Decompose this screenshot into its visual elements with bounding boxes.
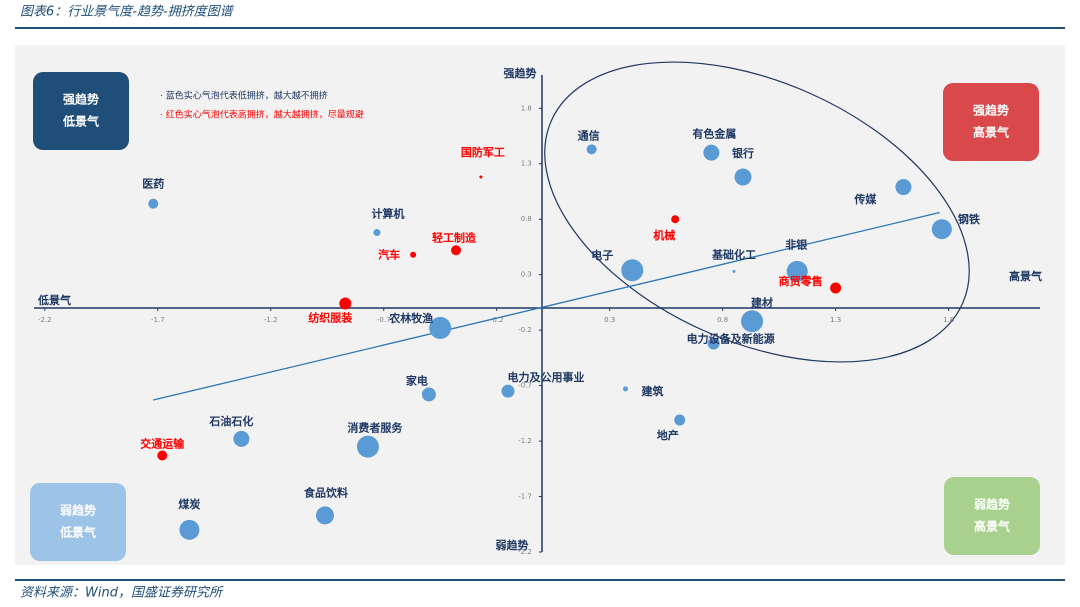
x-tick-label: 0.8 (717, 316, 728, 324)
bubble (734, 168, 752, 186)
bubble-label: 银行 (732, 146, 754, 160)
bubble-label: 传媒 (853, 192, 877, 206)
bubble (895, 179, 912, 196)
y-tick-label: 0.3 (521, 271, 532, 279)
bubble (339, 297, 352, 310)
bubble (623, 386, 629, 392)
y-tick-label: 1.8 (521, 104, 532, 112)
bubble (179, 519, 200, 540)
quadrant-box (33, 72, 129, 150)
bubble (931, 219, 952, 240)
y-tick-label: -0.7 (518, 382, 532, 390)
bubble (621, 259, 644, 282)
bubble-label: 煤炭 (178, 497, 200, 511)
quadrants (30, 72, 1040, 561)
note: · 蓝色实心气泡代表低拥挤，越大越不拥挤 (160, 90, 328, 102)
bubble (732, 269, 736, 273)
bubble-label: 食品饮料 (304, 485, 348, 499)
x-tick-label: -2.2 (38, 316, 52, 324)
quadrant-label: 高景气 (973, 125, 1009, 140)
bubble-label: 轻工制造 (432, 230, 477, 244)
y-tick-label: -0.2 (518, 326, 532, 334)
bubble (830, 282, 842, 294)
bubble (148, 198, 159, 209)
bubble-label: 消费者服务 (347, 421, 403, 435)
axis-label: 低景气 (37, 293, 71, 307)
bubble-label: 国防军工 (461, 145, 505, 159)
bubble-label: 计算机 (371, 207, 404, 221)
bubble-label: 石油石化 (208, 414, 253, 428)
bubble-label: 基础化工 (711, 247, 756, 261)
bubble (373, 229, 381, 237)
axis-label: 强趋势 (504, 66, 537, 80)
bubble-label: 电力设备及新能源 (687, 331, 775, 345)
x-tick-label: 0.3 (604, 316, 615, 324)
footer: 资料来源：Wind，国盛证券研究所 (20, 585, 224, 601)
x-tick-label: 1.3 (830, 316, 841, 324)
bubble-label: 汽车 (378, 248, 400, 262)
bubble-label: 地产 (657, 428, 679, 442)
bubble-label: 电力及公用事业 (508, 370, 585, 384)
bubble-label: 交通运输 (140, 436, 185, 450)
quadrant-label: 弱趋势 (60, 503, 96, 518)
axis-label: 高景气 (1009, 269, 1042, 283)
y-tick-label: 1.3 (521, 160, 532, 168)
bubble (501, 384, 515, 398)
note: · 红色实心气泡代表高拥挤，越大越拥挤，尽量规避 (160, 109, 364, 121)
bubble (703, 144, 720, 161)
x-tick-label: -0.2 (490, 316, 504, 324)
header: 图表6：行业景气度-趋势-拥挤度图谱 (20, 5, 235, 20)
quadrant-box (943, 83, 1039, 161)
y-tick-label: -1.7 (518, 493, 532, 501)
quadrant-box (944, 477, 1040, 555)
bubble (421, 387, 436, 402)
x-tick-label: -1.7 (151, 316, 165, 324)
y-tick-label: -1.2 (518, 437, 532, 445)
bubble-label: 机械 (653, 228, 675, 242)
bubble-label: 通信 (578, 128, 600, 142)
bubble (671, 215, 680, 224)
quadrant-label: 低景气 (62, 114, 99, 129)
bubble (741, 310, 764, 333)
quadrant-box (30, 483, 126, 561)
bubble (786, 260, 808, 282)
bubble (479, 175, 483, 179)
x-tick-label: -0.7 (377, 316, 391, 324)
y-tick-label: -2.2 (518, 548, 532, 556)
x-tick-label: 1.8 (943, 316, 954, 324)
x-tick-label: -1.2 (264, 316, 278, 324)
quadrant-label: 低景气 (59, 525, 96, 540)
axis-label: 弱趋势 (496, 538, 529, 552)
bubble (674, 414, 686, 426)
bubble-label: 纺织服装 (308, 311, 352, 325)
bubble-label: 钢铁 (958, 212, 980, 226)
bubble-label: 家电 (406, 373, 428, 387)
highlight-ellipse (544, 61, 970, 363)
bubble (410, 251, 417, 258)
bubble (707, 337, 720, 350)
bubble (429, 316, 452, 339)
quadrant-label: 弱趋势 (974, 497, 1010, 512)
quadrant-label: 强趋势 (63, 92, 99, 107)
bubble-label: 农林牧渔 (388, 311, 433, 325)
bubble (157, 450, 168, 461)
bubble-label: 医药 (142, 177, 164, 191)
y-tick-label: 0.8 (521, 215, 532, 223)
bubble (586, 144, 597, 155)
bubble (451, 245, 462, 256)
bubble (315, 506, 334, 525)
quadrant-label: 强趋势 (973, 103, 1009, 118)
bubble-label: 商贸零售 (779, 274, 823, 288)
bubble-label: 有色金属 (692, 127, 736, 141)
bubble-label: 建材 (751, 295, 773, 309)
plot-bg (15, 45, 1065, 565)
bubble (233, 430, 250, 447)
bubble-label: 非银 (785, 237, 808, 251)
quadrant-label: 高景气 (974, 519, 1010, 534)
bubble-label: 建筑 (642, 384, 664, 398)
bubble (356, 435, 379, 458)
bubble-label: 电子 (591, 248, 613, 262)
trend-line (153, 211, 940, 401)
